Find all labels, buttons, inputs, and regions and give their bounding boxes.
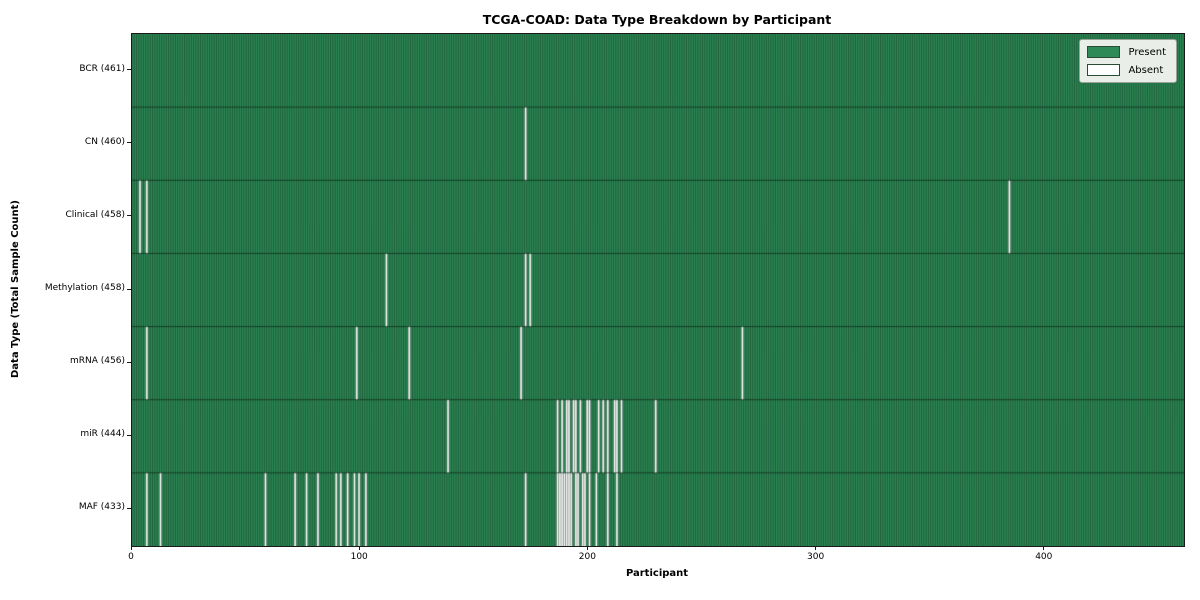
plot-area: Present Absent [131, 33, 1185, 547]
y-tick-mark [127, 69, 131, 71]
legend-item-present: Present [1087, 46, 1166, 58]
x-tick-mark [815, 546, 817, 550]
absent-swatch [1087, 64, 1121, 76]
x-tick-label: 300 [807, 552, 825, 562]
y-axis-label-text: Data Type (Total Sample Count) [10, 199, 21, 379]
x-tick-mark [586, 546, 588, 550]
y-tick-label: Methylation (458) [44, 283, 125, 293]
x-tick-mark [358, 546, 360, 550]
x-tick-label: 400 [1035, 552, 1053, 562]
y-tick-mark [127, 507, 131, 509]
y-tick-label: CN (460) [84, 136, 125, 147]
y-tick-mark [127, 361, 131, 363]
y-tick-label: Clinical (458) [65, 209, 125, 220]
present-swatch [1087, 46, 1121, 58]
y-tick-label: miR (444) [80, 429, 125, 440]
y-tick-label: BCR (461) [79, 63, 125, 74]
y-tick-mark [127, 288, 131, 290]
x-tick-label: 0 [128, 552, 134, 562]
y-tick-mark [127, 434, 131, 436]
chart-title: TCGA-COAD: Data Type Breakdown by Partic… [482, 12, 832, 27]
y-tick-mark [127, 142, 131, 144]
x-tick-mark [130, 546, 132, 550]
legend: Present Absent [1079, 39, 1177, 83]
y-tick-label: MAF (433) [78, 502, 125, 513]
legend-label-present: Present [1128, 46, 1166, 58]
y-tick-mark [127, 215, 131, 217]
x-tick-label: 100 [350, 552, 368, 562]
x-tick-label: 200 [578, 552, 596, 562]
x-tick-mark [1043, 546, 1045, 550]
x-axis-label: Participant [625, 568, 689, 579]
y-tick-label: mRNA (456) [70, 356, 125, 367]
heatmap-canvas [132, 34, 1184, 546]
legend-label-absent: Absent [1128, 64, 1164, 76]
legend-item-absent: Absent [1087, 64, 1166, 76]
